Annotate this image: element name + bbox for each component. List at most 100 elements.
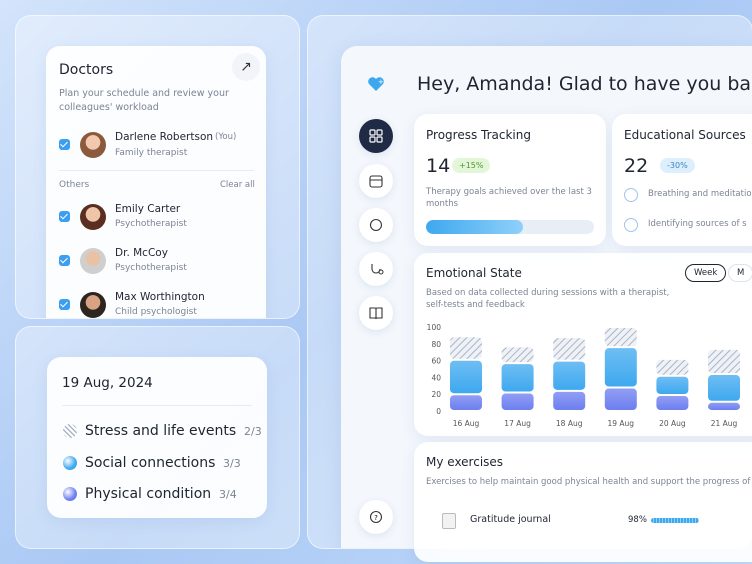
summary-card [47,357,267,518]
bar-segment [450,360,482,394]
legend-label: Social connections [85,454,216,471]
bar-segment [604,348,637,387]
doctor-name: Emily Carter [115,203,181,215]
progress-fill [426,220,524,234]
exercise-name: Gratitude journal [470,514,551,525]
x-tick-label: 17 Aug [504,419,531,428]
avatar [80,292,106,318]
legend-swatch [63,455,77,470]
doctors-card [46,46,266,318]
education-change: -30% [660,158,695,173]
avatar [80,204,106,230]
doctors-subtitle: Plan your schedule and review your colle… [59,88,229,113]
checkbox[interactable] [59,139,70,150]
bar-segment [656,396,689,410]
doctor-role: Family therapist [115,148,188,158]
legend-swatch [63,424,77,438]
education-title: Educational Sources [624,128,746,142]
bar-segment [604,328,637,347]
progress-track [426,220,594,234]
bar-segment [604,388,637,410]
y-tick-label: 100 [427,323,442,332]
doctor-role: Psychotherapist [115,263,187,273]
you-tag: (You) [215,132,237,142]
tab[interactable]: Week [685,264,727,282]
nav-dashboard[interactable] [359,119,393,153]
x-tick-label: 21 Aug [711,419,738,428]
avatar [80,132,106,158]
nav-library[interactable] [359,296,393,330]
date: 19 Aug, 2024 [62,375,153,391]
others-label: Others [59,180,90,190]
doctor-role: Child psychologist [115,307,197,317]
chart-title: Emotional State [426,266,522,280]
doctor-name: Darlene Robertson [115,131,214,143]
nav-calendar[interactable] [359,164,393,198]
y-tick-label: 40 [431,373,441,382]
tab[interactable]: M [728,264,752,282]
education-item: Identifying sources of s [648,219,747,229]
nav-messages[interactable] [359,208,393,242]
open-button[interactable]: ↗ [232,53,260,81]
legend-count: 3/4 [219,488,237,501]
legend-count: 3/3 [223,456,241,470]
chart-subtitle: Based on data collected during sessions … [426,288,670,310]
exercises-title: My exercises [426,455,504,469]
nav-health[interactable] [359,252,393,286]
bar-segment [553,361,586,390]
y-tick-label: 80 [431,340,441,349]
doctor-name: Dr. McCoy [115,247,168,259]
doctor-name: Max Worthington [115,291,205,303]
logo: + [368,77,384,91]
progress-change: +15% [452,158,491,173]
bar-segment [553,338,586,360]
avatar [80,248,106,274]
checkbox[interactable] [59,299,70,310]
x-tick-label: 19 Aug [608,419,635,428]
bar-segment [501,347,534,363]
bar-segment [501,364,534,392]
bar-segment [656,376,689,395]
check-icon [624,188,638,202]
bar-segment [708,402,740,410]
nav-help[interactable]: ? [359,500,393,534]
chart: 0 20 40 60 80 100 16 Aug 17 Aug 18 Aug 19 Aug 20 A… [427,323,740,428]
doctors-title: Doctors [59,62,114,78]
progress-description: Therapy goals achieved over the last 3 m… [426,187,592,209]
exercise-bar [651,518,699,523]
progress-title: Progress Tracking [426,128,531,142]
doctor-role: Psychotherapist [115,219,187,229]
y-tick-label: 20 [431,390,441,399]
bar-segment [656,359,689,375]
divider [62,405,252,406]
legend-count: 2/3 [244,425,262,438]
education-value: 22 [624,155,649,177]
bar-segment [708,375,740,401]
divider [59,170,254,171]
bar-segment [501,393,534,410]
bar-segment [553,391,586,410]
legend-swatch [63,487,77,501]
greeting: Hey, Amanda! Glad to have you back [417,73,752,95]
education-item: Breathing and meditatio [648,189,752,199]
x-tick-label: 16 Aug [453,419,480,428]
legend-label: Physical condition [85,486,212,502]
progress-value: 14 [426,155,451,177]
bar-segment [708,349,740,374]
x-tick-label: 20 Aug [659,419,686,428]
exercises-description: Exercises to help maintain good physical… [426,477,752,487]
bar-segment [450,395,482,410]
check-icon [624,218,638,232]
exercises-card [414,442,752,562]
legend-label: Stress and life events [85,423,237,439]
checkbox[interactable] [59,211,70,222]
y-tick-label: 60 [431,357,441,366]
svg-text:+: + [378,78,384,86]
exercise-progress: 98% [628,515,647,525]
bar-segment [450,337,482,359]
x-tick-label: 18 Aug [556,419,583,428]
clear-all[interactable]: Clear all [220,180,255,190]
checkbox[interactable] [59,255,70,266]
y-tick-label: 0 [436,407,441,416]
